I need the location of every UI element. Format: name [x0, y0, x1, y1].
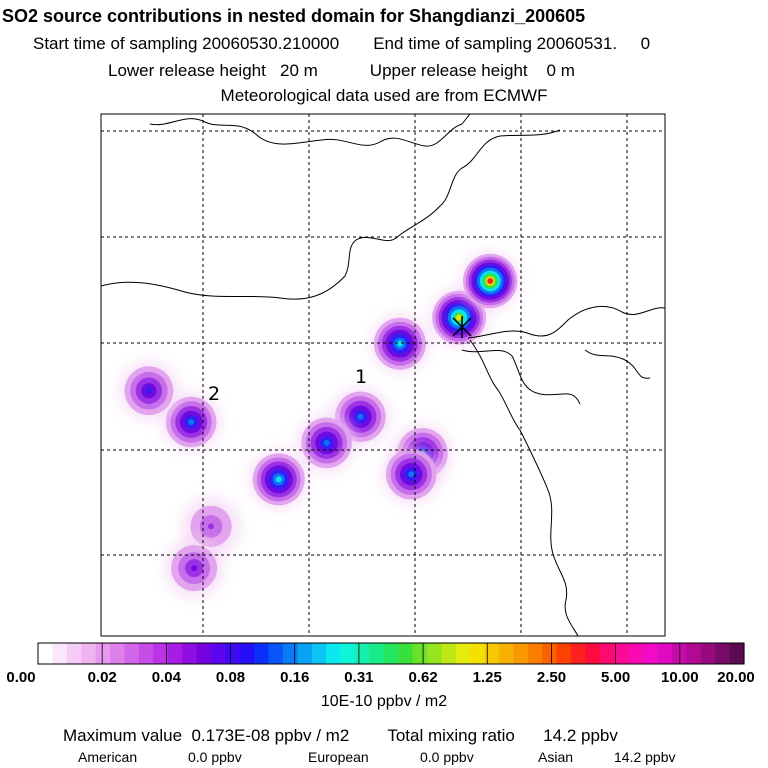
coastline-north — [149, 114, 471, 147]
stats-breakdown: American 0.0 ppbv European 0.0 ppbv Asian 14.… — [78, 749, 676, 765]
plume-contour — [275, 476, 282, 483]
american-value: 0.0 ppbv — [188, 749, 242, 765]
max-value-label: Maximum value 0.173E-08 ppbv / m2 — [63, 726, 350, 745]
asian-label: Asian — [538, 749, 574, 765]
coastline-borders — [101, 114, 665, 636]
plume-contour — [208, 523, 214, 530]
colorbar-tick-label: 0.16 — [280, 669, 310, 686]
grid-lines — [101, 114, 665, 636]
border-line-b — [469, 339, 521, 431]
plume-contour — [323, 439, 330, 446]
colorbar-units: 10E-10 ppbv / m2 — [320, 693, 448, 710]
american-label: American — [78, 749, 138, 765]
colorbar-tick-label: 0.62 — [408, 669, 438, 686]
plume-contour — [487, 278, 494, 284]
coastline-south — [519, 429, 579, 636]
colorbar-tick-label: 0.02 — [87, 669, 117, 686]
plume-contour — [188, 419, 195, 425]
asian-value: 14.2 ppbv — [614, 749, 676, 765]
sampling-time-line: Start time of sampling 20060530.210000 En… — [33, 34, 768, 54]
upper-release-label: Upper release height 0 m — [369, 61, 575, 80]
colorbar-tick-label: 20.00 — [717, 669, 755, 686]
source-label-2: 2 — [208, 383, 220, 405]
coastline-east — [467, 305, 665, 339]
colorbar-tick-label: 0.00 — [6, 669, 36, 686]
met-data-label: Meteorological data used are from ECMWF — [220, 86, 548, 105]
receptor-marker — [452, 316, 472, 338]
colorbar-tick-label: 10.00 — [661, 669, 699, 686]
colorbar-tick-label: 5.00 — [601, 669, 631, 686]
release-height-line: Lower release height 20 m Upper release h… — [108, 61, 768, 81]
colorbar-tick-label: 1.25 — [472, 669, 502, 686]
colorbar-tick-label: 2.50 — [536, 669, 567, 686]
start-time-label: Start time of sampling 20060530.210000 — [33, 34, 340, 53]
plume-contour — [408, 471, 415, 478]
map-frame — [100, 113, 666, 637]
peninsula-coast — [584, 349, 651, 379]
plume-contour — [145, 387, 152, 394]
european-value: 0.0 ppbv — [420, 749, 474, 765]
source-label-1: 1 — [355, 366, 367, 388]
coastline-bay — [461, 349, 581, 405]
total-mixing-label: Total mixing ratio 14.2 ppbv — [387, 726, 618, 745]
stats-summary: Maximum value 0.173E-08 ppbv / m2 Total m… — [63, 726, 618, 746]
plume-contour — [456, 314, 463, 321]
chart-title: SO2 source contributions in nested domai… — [2, 6, 586, 26]
end-time-label: End time of sampling 20060531. 0 — [373, 34, 651, 53]
european-label: European — [308, 749, 369, 765]
colorbar-tick-label: 0.04 — [151, 669, 181, 686]
plume-contour — [191, 565, 198, 572]
plume-contour — [357, 413, 364, 420]
concentration-field — [118, 251, 521, 599]
plume-contour — [396, 340, 403, 347]
colorbar-tick-label: 0.08 — [215, 669, 246, 686]
border-line-a — [101, 129, 561, 300]
lower-release-label: Lower release height 20 m — [108, 61, 318, 80]
colorbar-tick-label: 0.31 — [344, 669, 374, 686]
